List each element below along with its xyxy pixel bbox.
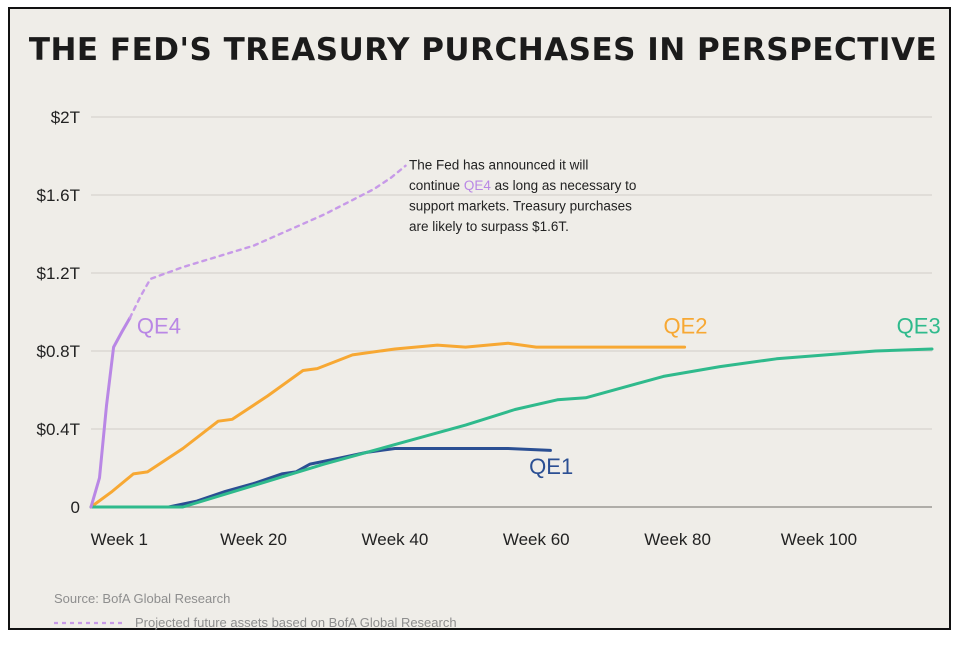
projection-legend-label: Projected future assets based on BofA Gl… bbox=[135, 615, 457, 630]
chart-title: THE FED'S TREASURY PURCHASES IN PERSPECT… bbox=[29, 32, 937, 68]
annotation-segment: continue bbox=[409, 178, 464, 193]
x-tick-label: Week 40 bbox=[362, 530, 429, 549]
x-tick-label: Week 60 bbox=[503, 530, 570, 549]
x-axis-ticks: Week 1 Week 20 Week 40 Week 60 Week 80 Week 1… bbox=[91, 530, 857, 549]
series-line-qe3 bbox=[89, 347, 934, 509]
x-tick-label: Week 80 bbox=[644, 530, 711, 549]
y-tick-label: $0.8T bbox=[37, 342, 80, 361]
y-tick-label: 0 bbox=[71, 498, 80, 517]
annotation-segment: The Fed has announced it will bbox=[409, 158, 588, 173]
annotation-segment: as long as necessary to bbox=[491, 178, 637, 193]
y-tick-label: $1.2T bbox=[37, 264, 80, 283]
grid bbox=[91, 116, 932, 508]
series-lines bbox=[89, 164, 934, 509]
series-label-qe4: QE4 bbox=[137, 313, 181, 338]
annotation-text: The Fed has announced it will continue QE… bbox=[409, 158, 636, 235]
chart-frame bbox=[8, 7, 951, 630]
series-label-qe1: QE1 bbox=[529, 454, 573, 479]
annotation-highlight: QE4 bbox=[464, 178, 492, 193]
source-note: Source: BofA Global Research bbox=[54, 591, 230, 606]
series-line-qe2 bbox=[89, 341, 687, 509]
series-line-qe4-projection bbox=[128, 164, 407, 320]
x-tick-label: Week 1 bbox=[91, 530, 148, 549]
y-tick-label: $0.4T bbox=[37, 420, 80, 439]
annotation-segment: support markets. Treasury purchases bbox=[409, 199, 632, 214]
y-axis-ticks: 0 $0.4T $0.8T $1.2T $1.6T $2T bbox=[37, 108, 80, 517]
series-label-qe3: QE3 bbox=[897, 313, 941, 338]
x-tick-label: Week 100 bbox=[781, 530, 857, 549]
x-tick-label: Week 20 bbox=[220, 530, 287, 549]
series-line-qe4 bbox=[89, 316, 132, 509]
y-tick-label: $1.6T bbox=[37, 186, 80, 205]
annotation-segment: are likely to surpass $1.6T. bbox=[409, 219, 569, 234]
series-labels: QE4 QE2 QE3 QE1 bbox=[137, 313, 941, 478]
series-label-qe2: QE2 bbox=[663, 313, 707, 338]
series-line-qe1 bbox=[89, 447, 552, 509]
y-tick-label: $2T bbox=[51, 108, 80, 127]
